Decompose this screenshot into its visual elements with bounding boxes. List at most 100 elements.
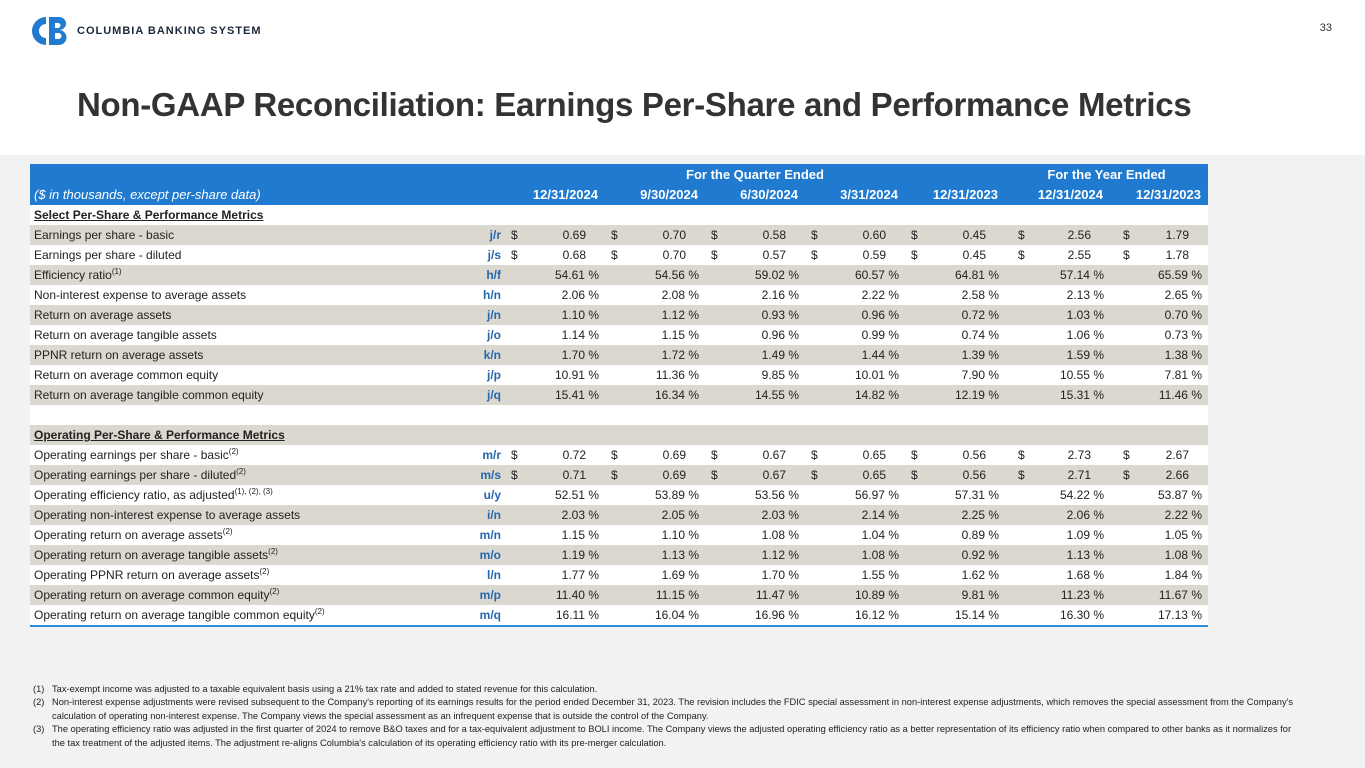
- value-cell: 11.46 %: [1110, 385, 1208, 405]
- row-ref: j/o: [487, 328, 501, 342]
- row-ref: m/p: [430, 585, 505, 605]
- metric-row: Operating efficiency ratio, as adjusted(…: [30, 485, 1208, 505]
- currency-sign: $: [911, 448, 918, 462]
- currency-sign: $: [1018, 228, 1025, 242]
- value: 2.08 %: [661, 288, 699, 302]
- metric-row: Efficiency ratio(1) h/f 54.61 % 54.56 % 59.0…: [30, 265, 1208, 285]
- value: 57.14 %: [1059, 268, 1104, 282]
- value: 11.15 %: [655, 588, 699, 602]
- value-cell: 11.47 %: [705, 585, 805, 605]
- value: 14.82 %: [854, 388, 899, 402]
- value-cell: $2.66: [1110, 465, 1208, 485]
- value-cell: 57.31 %: [905, 485, 1005, 505]
- value: 0.65: [862, 468, 886, 482]
- metric-row: Return on average assets j/n 1.10 % 1.12 % 0…: [30, 305, 1208, 325]
- row-label: Operating earnings per share - diluted: [34, 468, 237, 482]
- footnote-ref: (2): [236, 467, 246, 476]
- footnote-ref: (1), (2), (3): [234, 487, 273, 496]
- footnote-ref: (1): [111, 267, 122, 276]
- row-ref: j/r: [430, 225, 505, 245]
- footnote-text: Tax-exempt income was adjusted to a taxa…: [52, 684, 598, 694]
- value: 15.31 %: [1059, 388, 1104, 402]
- value: 52.51 %: [554, 488, 599, 502]
- row-label: Efficiency ratio: [34, 268, 112, 282]
- metric-row: Operating earnings per share - diluted(2…: [30, 465, 1208, 485]
- currency-sign: $: [1123, 228, 1130, 242]
- value-cell: 54.61 %: [505, 265, 605, 285]
- row-label: Operating efficiency ratio, as adjusted: [34, 488, 235, 502]
- value-cell: 11.36 %: [605, 365, 705, 385]
- row-label-cell: Efficiency ratio(1): [30, 265, 430, 285]
- metric-row: Earnings per share - diluted j/s $0.68 $0.7…: [30, 245, 1208, 265]
- value-cell: 1.15 %: [605, 325, 705, 345]
- value-cell: 2.06 %: [1005, 505, 1110, 525]
- currency-sign: $: [1018, 468, 1025, 482]
- currency-sign: $: [911, 468, 918, 482]
- value: 0.45: [962, 228, 986, 242]
- value: 60.57 %: [854, 268, 899, 282]
- value-cell: 2.22 %: [1110, 505, 1208, 525]
- value-cell: 7.81 %: [1110, 365, 1208, 385]
- value: 2.14 %: [861, 508, 899, 522]
- value: 9.85 %: [761, 368, 799, 382]
- value-cell: 10.91 %: [505, 365, 605, 385]
- row-label-cell: Operating return on average tangible ass…: [30, 545, 430, 565]
- currency-sign: $: [811, 468, 818, 482]
- currency-sign: $: [911, 228, 918, 242]
- value: 11.47 %: [755, 588, 799, 602]
- value-cell: 0.70 %: [1110, 305, 1208, 325]
- value-cell: 60.57 %: [805, 265, 905, 285]
- value-cell: 1.55 %: [805, 565, 905, 585]
- value: 1.55 %: [861, 568, 899, 582]
- group-header: For the Quarter Ended: [505, 164, 1005, 184]
- value-cell: 16.30 %: [1005, 605, 1110, 626]
- value: 0.89 %: [961, 528, 999, 542]
- row-label: PPNR return on average assets: [34, 348, 204, 362]
- value: 2.66: [1165, 468, 1189, 482]
- value: 1.68 %: [1066, 568, 1104, 582]
- row-label-cell: Operating return on average assets(2): [30, 525, 430, 545]
- value-cell: 2.16 %: [705, 285, 805, 305]
- metric-row: Non-interest expense to average assets h/…: [30, 285, 1208, 305]
- value-cell: $0.45: [905, 245, 1005, 265]
- value-cell: $0.71: [505, 465, 605, 485]
- value: 2.58 %: [961, 288, 999, 302]
- value: 1.59 %: [1066, 348, 1104, 362]
- value-cell: $0.56: [905, 445, 1005, 465]
- value-cell: $2.55: [1005, 245, 1110, 265]
- value: 1.49 %: [761, 348, 799, 362]
- value-cell: 1.04 %: [805, 525, 905, 545]
- value: 1.44 %: [861, 348, 899, 362]
- value: 16.12 %: [854, 608, 899, 622]
- value-cell: 15.41 %: [505, 385, 605, 405]
- value-cell: 64.81 %: [905, 265, 1005, 285]
- footnote: (2) Non-interest expense adjustments were…: [33, 696, 1303, 723]
- row-label: Return on average tangible common equity: [34, 388, 264, 402]
- section-row: Select Per-Share & Performance Metrics: [30, 205, 1208, 225]
- value-cell: 2.25 %: [905, 505, 1005, 525]
- slide-title: Non-GAAP Reconciliation: Earnings Per-Sh…: [77, 86, 1192, 123]
- metric-row: PPNR return on average assets k/n 1.70 % 1.…: [30, 345, 1208, 365]
- value: 1.03 %: [1066, 308, 1104, 322]
- value: 1.84 %: [1164, 568, 1202, 582]
- value: 1.78: [1165, 248, 1189, 262]
- currency-sign: $: [711, 248, 718, 262]
- value-cell: 1.68 %: [1005, 565, 1110, 585]
- value-cell: 2.08 %: [605, 285, 705, 305]
- value-cell: $0.57: [705, 245, 805, 265]
- value-cell: $0.45: [905, 225, 1005, 245]
- metric-row: Operating earnings per share - basic(2) m…: [30, 445, 1208, 465]
- footnote: (3) The operating efficiency ratio was ad…: [33, 723, 1303, 750]
- value-cell: $0.70: [605, 245, 705, 265]
- value-cell: 2.58 %: [905, 285, 1005, 305]
- currency-sign: $: [511, 468, 518, 482]
- value-cell: 1.09 %: [1005, 525, 1110, 545]
- value-cell: 1.13 %: [1005, 545, 1110, 565]
- row-label-cell: Operating earnings per share - basic(2): [30, 445, 430, 465]
- row-label: Operating return on average common equit…: [34, 588, 270, 602]
- value: 1.70 %: [561, 348, 599, 362]
- value-cell: 2.05 %: [605, 505, 705, 525]
- value: 2.73: [1067, 448, 1091, 462]
- value-cell: 1.14 %: [505, 325, 605, 345]
